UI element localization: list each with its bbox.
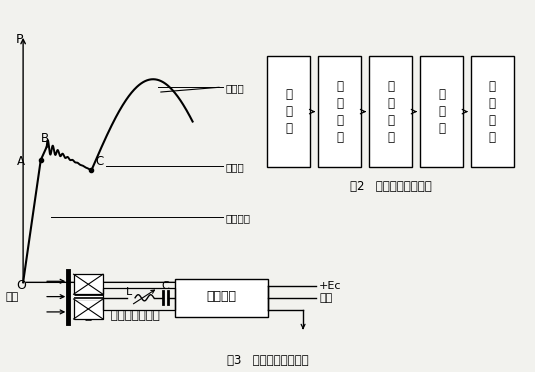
Text: ΔL: ΔL — [240, 281, 254, 291]
Text: 数
码
显
示: 数 码 显 示 — [489, 80, 496, 144]
Bar — [103, 288, 174, 310]
Text: 屈服区: 屈服区 — [226, 162, 244, 172]
Text: 振荡电路: 振荡电路 — [207, 290, 236, 303]
Text: O: O — [16, 279, 26, 292]
FancyBboxPatch shape — [369, 56, 412, 167]
Text: 图3   压力传感器原理图: 图3 压力传感器原理图 — [227, 354, 308, 367]
Text: P: P — [16, 33, 24, 46]
Text: 隔
离
整
形: 隔 离 整 形 — [336, 80, 343, 144]
Text: L: L — [126, 287, 132, 297]
Text: C: C — [162, 282, 170, 291]
FancyBboxPatch shape — [267, 56, 310, 167]
Text: 油压: 油压 — [5, 292, 19, 302]
Text: B: B — [41, 132, 49, 145]
FancyBboxPatch shape — [471, 56, 514, 167]
Text: 周
期
倍
增: 周 期 倍 增 — [387, 80, 394, 144]
Text: 图2   仪表工作原理框图: 图2 仪表工作原理框图 — [350, 180, 431, 193]
FancyBboxPatch shape — [174, 279, 269, 317]
Text: 强化区: 强化区 — [226, 83, 244, 93]
Text: 输出: 输出 — [319, 293, 332, 302]
Text: C: C — [95, 155, 103, 168]
Text: 单
片
机: 单 片 机 — [438, 88, 445, 135]
FancyBboxPatch shape — [318, 56, 361, 167]
Text: 线弹性区: 线弹性区 — [226, 213, 250, 223]
Text: A: A — [17, 155, 25, 168]
Bar — [74, 274, 103, 294]
Text: +Ec: +Ec — [319, 281, 342, 291]
Text: 传
感
器: 传 感 器 — [285, 88, 292, 135]
FancyBboxPatch shape — [420, 56, 463, 167]
Bar — [74, 299, 103, 319]
Text: 图1   低碳钢拉伸曲线: 图1 低碳钢拉伸曲线 — [85, 309, 159, 322]
